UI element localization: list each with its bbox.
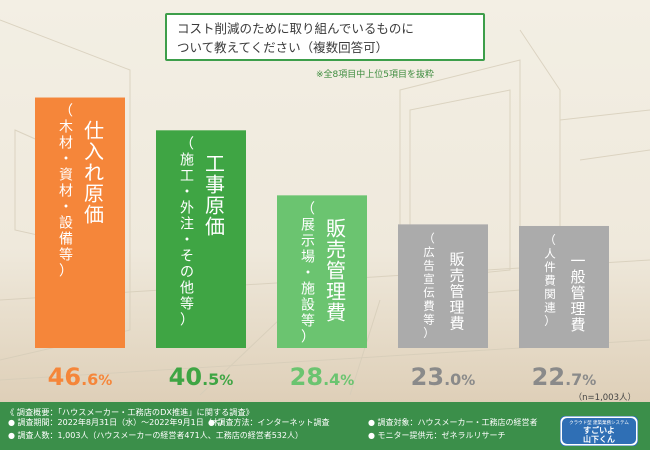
title-line-1: コスト削減のために取り組んでいるものに: [177, 21, 414, 36]
value-label: 46.6%: [48, 363, 113, 391]
selection-note: ※全8項目中上位5項目を抜粋: [316, 70, 434, 80]
subcategory-label: （人件費関連）: [544, 233, 556, 328]
value-label: 40.5%: [169, 363, 234, 391]
category-label: 販売管理費: [449, 250, 464, 332]
subcategory-label: （広告宣伝費等）: [423, 231, 435, 340]
value-label: 23.0%: [411, 363, 476, 391]
logo-tagline: クラウド型 建築業務システム: [569, 419, 629, 426]
value-label: 28.4%: [290, 363, 355, 391]
bar: [277, 195, 367, 348]
survey-header: 《 調査概要：「ハウスメーカー・工務店のDX推進」に関する調査》: [6, 407, 254, 417]
bar: [156, 130, 246, 348]
category-label: 一般管理費: [570, 252, 585, 334]
subcategory-label: （木材・資材・設備等）: [59, 104, 73, 280]
survey-count: ● 調査人数：1,003人（ハウスメーカーの経営者471人、工務店の経営者532…: [8, 431, 303, 440]
survey-method: ● 調査方法：インターネット調査: [208, 418, 330, 427]
category-label: 販売管理費: [326, 216, 346, 324]
logo-name-line-2: 山下くん: [583, 434, 615, 444]
survey-target: ● 調査対象：ハウスメーカー・工務店の経営者: [368, 418, 538, 427]
survey-period: ● 調査期間：2022年8月31日（水）〜2022年9月1日（木）: [8, 418, 228, 427]
category-label: 工事原価: [205, 151, 225, 238]
subcategory-label: （展示場・施設等）: [301, 201, 315, 345]
logo-name-line-1: すごいよ: [583, 425, 615, 435]
category-label: 仕入れ原価: [84, 119, 104, 227]
sample-size: （n=1,003人）: [573, 393, 636, 403]
brand-logo: クラウド型 建築業務システム すごいよ 山下くん: [560, 416, 638, 446]
survey-overview: 《 調査概要：「ハウスメーカー・工務店のDX推進」に関する調査》 ● 調査期間：…: [0, 402, 650, 450]
bar: [35, 97, 125, 349]
value-label: 22.7%: [532, 363, 597, 391]
bar: [519, 225, 609, 348]
title-line-2: ついて教えてください（複数回答可）: [177, 40, 389, 55]
bar: [398, 224, 488, 348]
subcategory-label: （施工・外注・その他等）: [180, 136, 194, 328]
chart-title: コスト削減のために取り組んでいるものに ついて教えてください（複数回答可）: [165, 13, 485, 61]
survey-monitor: ● モニター提供元：ゼネラルリサーチ: [368, 431, 506, 440]
bar-chart: 仕入れ原価 （木材・資材・設備等） 46.6% 工事原価 （施工・外注・その他等） 40.…: [35, 97, 609, 391]
